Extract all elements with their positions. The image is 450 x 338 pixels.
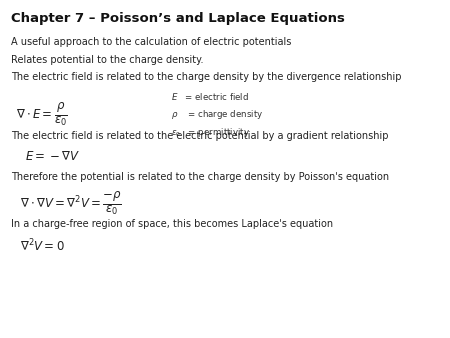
Text: Relates potential to the charge density.: Relates potential to the charge density. — [11, 55, 204, 65]
Text: $\nabla^2 V = 0$: $\nabla^2 V = 0$ — [20, 238, 65, 255]
Text: A useful approach to the calculation of electric potentials: A useful approach to the calculation of … — [11, 37, 292, 47]
Text: The electric field is related to the charge density by the divergence relationsh: The electric field is related to the cha… — [11, 72, 402, 82]
Text: Chapter 7 – Poisson’s and Laplace Equations: Chapter 7 – Poisson’s and Laplace Equati… — [11, 12, 345, 25]
Text: $\varepsilon_0$   = permittivity: $\varepsilon_0$ = permittivity — [171, 126, 250, 139]
Text: $E = -\nabla V$: $E = -\nabla V$ — [25, 150, 80, 163]
Text: $\nabla \cdot E = \dfrac{\rho}{\varepsilon_0}$: $\nabla \cdot E = \dfrac{\rho}{\varepsil… — [16, 101, 68, 128]
Text: $\rho$    = charge density: $\rho$ = charge density — [171, 108, 263, 121]
Text: The electric field is related to the electric potential by a gradient relationsh: The electric field is related to the ele… — [11, 131, 389, 142]
Text: $E$   = electric field: $E$ = electric field — [171, 91, 249, 102]
Text: $\nabla \cdot \nabla V = \nabla^2 V = \dfrac{-\rho}{\varepsilon_0}$: $\nabla \cdot \nabla V = \nabla^2 V = \d… — [20, 191, 122, 217]
Text: Therefore the potential is related to the charge density by Poisson's equation: Therefore the potential is related to th… — [11, 172, 389, 182]
Text: In a charge-free region of space, this becomes Laplace's equation: In a charge-free region of space, this b… — [11, 219, 333, 230]
